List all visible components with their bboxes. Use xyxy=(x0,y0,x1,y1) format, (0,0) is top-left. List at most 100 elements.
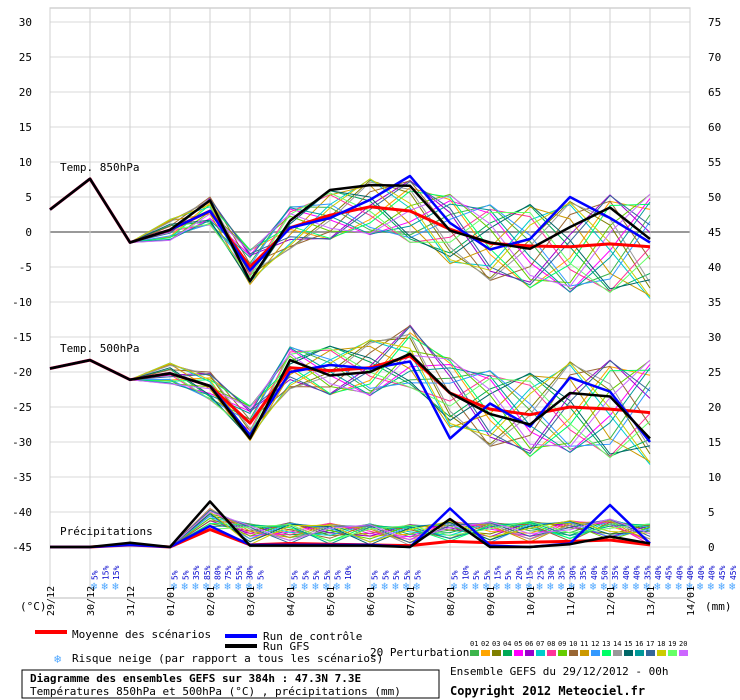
label-precip: Précipitations xyxy=(60,525,153,538)
gfs-line-t850 xyxy=(49,177,651,283)
snowflake-icon: ❄ xyxy=(224,580,231,593)
perturbation-line-t850 xyxy=(49,178,651,292)
perturbation-line-t500 xyxy=(49,326,651,455)
y-tick-left: -15 xyxy=(12,331,32,344)
y-tick-right: 20 xyxy=(708,401,721,414)
copyright: Copyright 2012 Meteociel.fr xyxy=(450,684,645,698)
perturbation-swatch xyxy=(492,650,501,656)
snow-risk-value: 55% xyxy=(235,565,244,580)
x-tick-label: 13/01 xyxy=(646,586,657,616)
perturbation-swatch xyxy=(525,650,534,656)
perturbation-line-t850 xyxy=(49,178,651,284)
snow-risk-value: 75% xyxy=(224,565,233,580)
snow-risk-value: 40% xyxy=(590,565,599,580)
snow-risk-value: 5% xyxy=(371,570,380,580)
perturbation-number: 11 xyxy=(580,640,588,648)
snow-risk-value: 5% xyxy=(451,570,460,580)
axes: 302520151050-5-10-15-20-25-30-35-40-4575… xyxy=(12,16,721,616)
snow-risk-value: 10% xyxy=(461,565,470,580)
snowflake-icon: ❄ xyxy=(171,580,178,593)
snow-risk-value: 45% xyxy=(718,565,727,580)
snow-risk-value: 5% xyxy=(504,570,513,580)
perturbation-line-t850 xyxy=(49,178,651,298)
y-tick-right: 70 xyxy=(708,51,721,64)
snow-risk-value: 5% xyxy=(334,570,343,580)
x-tick-label: 12/01 xyxy=(606,586,617,616)
snowflake-icon: ❄ xyxy=(181,580,188,593)
perturbation-number: 06 xyxy=(525,640,533,648)
snow-risk-value: 5% xyxy=(403,570,412,580)
snow-risk-value: 5% xyxy=(91,570,100,580)
perturbation-line-t500 xyxy=(49,346,651,447)
y-tick-left: -45 xyxy=(12,541,32,554)
x-tick-label: 02/01 xyxy=(206,586,217,616)
snowflake-icon: ❄ xyxy=(601,580,608,593)
snow-risk-value: 25% xyxy=(536,565,545,580)
snowflake-icon: ❄ xyxy=(697,580,704,593)
y-tick-right: 40 xyxy=(708,261,721,274)
y-tick-left: 20 xyxy=(19,86,32,99)
snow-risk-value: 30% xyxy=(568,565,577,580)
x-tick-label: 07/01 xyxy=(406,586,417,616)
snow-risk-value: 5% xyxy=(483,570,492,580)
snowflake-icon: ❄ xyxy=(611,580,618,593)
snowflake-icon: ❄ xyxy=(192,580,199,593)
y-tick-right: 55 xyxy=(708,156,721,169)
snowflake-icon: ❄ xyxy=(381,580,388,593)
y-tick-left: 5 xyxy=(25,191,32,204)
snow-risk-value: 5% xyxy=(381,570,390,580)
snow-risk-value: 35% xyxy=(192,565,201,580)
perturbation-number: 20 xyxy=(679,640,687,648)
snow-risk-value: 5% xyxy=(301,570,310,580)
snow-risk-value: 5% xyxy=(312,570,321,580)
snowflake-icon: ❄ xyxy=(301,580,308,593)
perturbation-number: 03 xyxy=(492,640,500,648)
y-tick-right: 25 xyxy=(708,366,721,379)
snowflake-icon: ❄ xyxy=(568,580,575,593)
y-tick-left: 0 xyxy=(25,226,32,239)
snowflake-icon: ❄ xyxy=(504,580,511,593)
x-tick-label: 04/01 xyxy=(286,586,297,616)
snowflake-icon: ❄ xyxy=(101,580,108,593)
snowflake-icon: ❄ xyxy=(344,580,351,593)
legend-snow-label: Risque neige (par rapport a tous les scé… xyxy=(72,652,383,665)
perturbation-swatch xyxy=(657,650,666,656)
snow-risk-value: 35% xyxy=(579,565,588,580)
snowflake-icon: ❄ xyxy=(515,580,522,593)
snowflake-icon: ❄ xyxy=(414,580,421,593)
perturbation-number: 17 xyxy=(646,640,654,648)
label-t850: Temp. 850hPa xyxy=(60,161,139,174)
snow-risk-value: 45% xyxy=(729,565,738,580)
y-tick-left: 30 xyxy=(19,16,32,29)
perturbation-line-t500 xyxy=(49,333,651,449)
snowflake-icon: ❄ xyxy=(312,580,319,593)
snow-risk-value: 40% xyxy=(633,565,642,580)
y-tick-left: -35 xyxy=(12,471,32,484)
perturbation-swatch xyxy=(635,650,644,656)
perturbation-number: 09 xyxy=(558,640,566,648)
snowflake-icon: ❄ xyxy=(203,580,210,593)
snowflake-icon: ❄ xyxy=(91,580,98,593)
snow-risk-value: 15% xyxy=(526,565,535,580)
snow-risk-value: 35% xyxy=(558,565,567,580)
snowflake-icon: ❄ xyxy=(291,580,298,593)
snow-risk-value: 35% xyxy=(643,565,652,580)
perturbation-swatch xyxy=(514,650,523,656)
perturbation-swatch xyxy=(547,650,556,656)
perturbation-number: 01 xyxy=(470,640,478,648)
snowflake-icon: ❄ xyxy=(558,580,565,593)
perturbation-swatch xyxy=(470,650,479,656)
x-tick-label: 10/01 xyxy=(526,586,537,616)
legend-mean-label: Moyenne des scénarios xyxy=(72,628,211,641)
perturbation-swatch xyxy=(558,650,567,656)
perturbation-swatch xyxy=(536,650,545,656)
y-tick-left: 10 xyxy=(19,156,32,169)
perturbation-line-t500 xyxy=(49,353,651,448)
ensemble-info: Ensemble GEFS du 29/12/2012 - 00h xyxy=(450,665,669,678)
legend-control-label: Run de contrôle xyxy=(263,630,362,643)
perturbation-line-t500 xyxy=(49,339,651,464)
snow-risk-value: 15% xyxy=(494,565,503,580)
snow-risk-value: 15% xyxy=(101,565,110,580)
perturbation-line-t500 xyxy=(49,347,651,459)
snowflake-icon: ❄ xyxy=(256,580,263,593)
